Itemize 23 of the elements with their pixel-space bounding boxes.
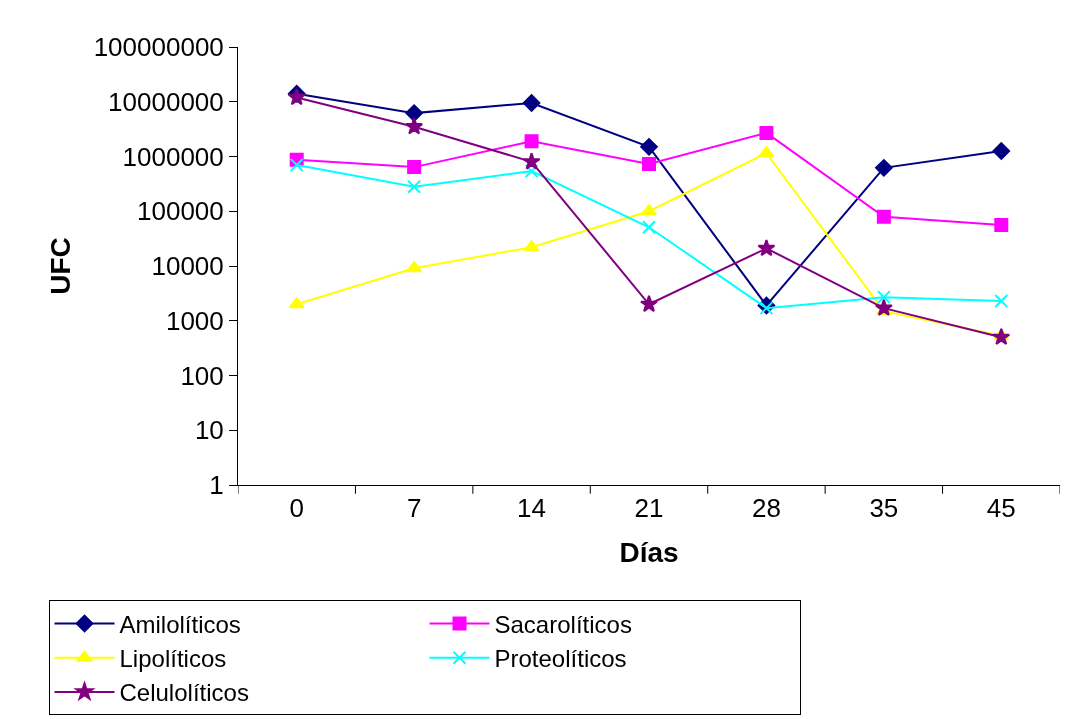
x-tick-label: 21 [634, 493, 664, 524]
y-tick-label: 1000000 [122, 141, 224, 172]
legend-label: Proteolíticos [494, 645, 627, 673]
legend-label: Celulolíticos [119, 679, 249, 707]
x-tick-label: 7 [406, 493, 422, 524]
legend-label: Lipolíticos [119, 645, 227, 673]
x-tick-label: 35 [869, 493, 899, 524]
y-tick-label: 100000000 [93, 32, 224, 63]
y-tick-label: 10000000 [108, 86, 224, 117]
y-tick-label: 10000 [151, 251, 224, 282]
x-tick-label: 45 [986, 493, 1016, 524]
y-axis-title: UFC [45, 237, 77, 295]
legend-label: Amilolíticos [119, 610, 241, 638]
y-tick-label: 100000 [137, 196, 224, 227]
x-axis-title: Días [619, 537, 679, 569]
x-tick-label: 0 [289, 493, 304, 524]
legend-label: Sacarolíticos [494, 610, 632, 638]
y-tick-label: 100 [180, 360, 224, 391]
y-tick-label: 1000 [165, 305, 224, 336]
x-tick-label: 28 [751, 493, 781, 524]
y-tick-label: 10 [194, 415, 224, 446]
y-tick-label: 1 [209, 470, 224, 501]
x-tick-label: 14 [517, 493, 547, 524]
